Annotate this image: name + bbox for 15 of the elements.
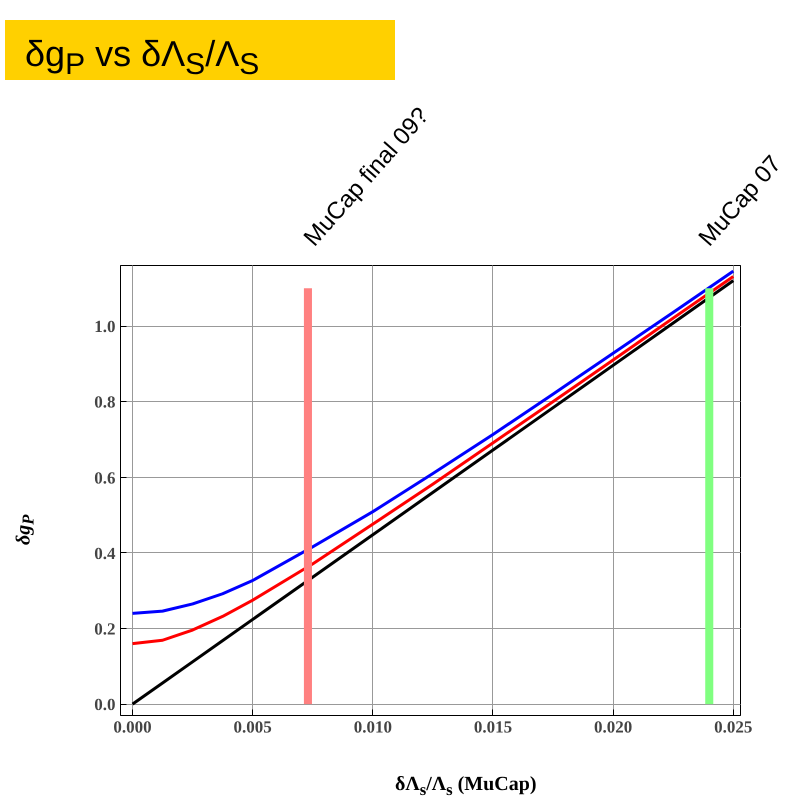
x-tick-label: 0.020 bbox=[594, 718, 632, 736]
x-tick-label: 0.005 bbox=[234, 718, 272, 736]
chart-title: δg$_{P}$ vs δΛ$_{S}$/Λ$_{S}$ bbox=[25, 32, 260, 84]
x-tick-label: 0.025 bbox=[714, 718, 752, 736]
x-axis-title: δΛ$_{s}$/Λ$_{s}$ (MuCap) bbox=[395, 772, 536, 801]
y-tick-label: 0.8 bbox=[94, 392, 116, 412]
x-tick-label: 0.015 bbox=[474, 718, 512, 736]
y-tick-label: 1.0 bbox=[94, 317, 116, 336]
y-tick-label: 0.6 bbox=[94, 468, 116, 488]
x-tick-label: 0.010 bbox=[354, 718, 392, 736]
x-tick-label: 0.000 bbox=[113, 718, 152, 736]
y-tick-label: 0.4 bbox=[94, 544, 116, 563]
line-series bbox=[131, 279, 735, 706]
y-tick-label: 0.2 bbox=[94, 620, 116, 639]
y-tick-label: 0.0 bbox=[94, 695, 116, 714]
